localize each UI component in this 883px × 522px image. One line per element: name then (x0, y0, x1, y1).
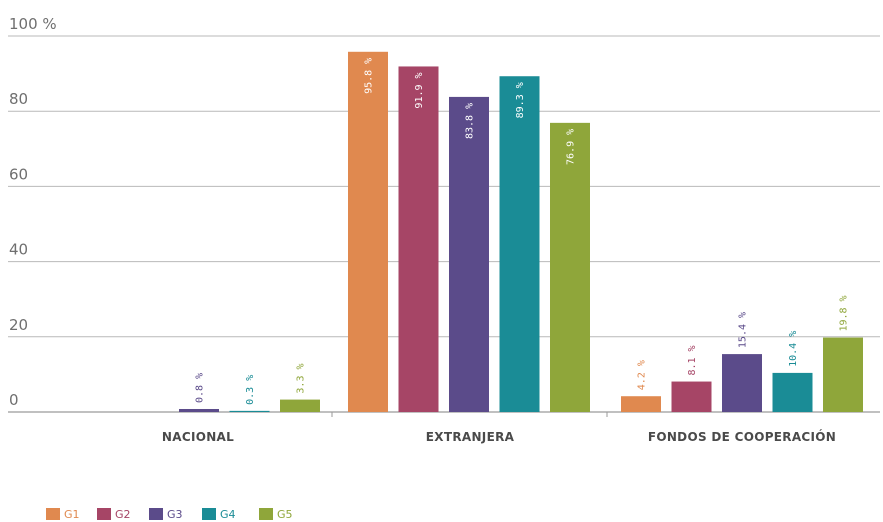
data-label: 83.8 % (465, 103, 476, 139)
bar-g1 (348, 51, 388, 413)
bar-g4 (772, 372, 813, 412)
y-tick-label: 80 (9, 90, 28, 108)
data-label: 4.2 % (637, 360, 648, 390)
y-axis-ticks: 0 20 40 60 80 100 % (9, 15, 57, 409)
legend-swatch (259, 508, 273, 520)
bar-g5 (280, 399, 320, 412)
data-label: 95.8 % (364, 58, 375, 94)
bar-g2 (398, 66, 439, 413)
bar-g3 (179, 408, 219, 412)
data-label: 10.4 % (788, 331, 799, 367)
data-label: 0.8 % (195, 373, 206, 403)
legend-swatch (97, 508, 111, 520)
data-label: 8.1 % (687, 345, 698, 375)
data-label: 0.3 % (245, 375, 256, 405)
legend-item-g2: G2 (97, 508, 131, 521)
bar-g5 (550, 122, 590, 412)
bar-g2 (671, 381, 712, 412)
data-label: 76.9 % (566, 129, 577, 165)
bar-g5 (823, 337, 863, 412)
y-tick-label: 100 % (9, 15, 57, 33)
data-label: 19.8 % (839, 295, 850, 331)
category-label: EXTRANJERA (426, 430, 515, 444)
data-label: 91.9 % (414, 72, 425, 108)
legend-swatch (46, 508, 60, 520)
bar-g4 (499, 76, 540, 413)
bar-g3 (449, 96, 489, 413)
legend-label: G4 (220, 508, 236, 521)
legend-item-g4: G4 (202, 508, 236, 521)
legend-item-g1: G1 (46, 508, 80, 521)
bar-g4 (229, 410, 270, 412)
category-label: FONDOS DE COOPERACIÓN (648, 429, 836, 444)
y-tick-label: 20 (9, 316, 28, 334)
data-label: 3.3 % (296, 363, 307, 393)
legend-label: G1 (64, 508, 80, 521)
legend-item-g3: G3 (149, 508, 183, 521)
bars (179, 51, 863, 413)
legend-label: G3 (167, 508, 183, 521)
legend: G1 G2 G3 G4 G5 (46, 508, 293, 521)
bar-g1 (621, 396, 661, 412)
data-label: 15.4 % (738, 312, 749, 348)
category-label: NACIONAL (162, 430, 234, 444)
y-tick-label: 0 (9, 391, 19, 409)
category-labels: NACIONAL EXTRANJERA FONDOS DE COOPERACIÓN (162, 429, 836, 444)
bar-g3 (722, 354, 762, 412)
y-tick-label: 60 (9, 165, 28, 183)
legend-swatch (202, 508, 216, 520)
legend-label: G2 (115, 508, 131, 521)
legend-swatch (149, 508, 163, 520)
data-label: 89.3 % (515, 82, 526, 118)
data-labels: 95.8 % 4.2 % 91.9 % 8.1 % 0.8 % 83.8 % 15.4 % 0… (195, 58, 850, 405)
legend-item-g5: G5 (259, 508, 293, 521)
y-tick-label: 40 (9, 241, 28, 259)
legend-label: G5 (277, 508, 293, 521)
